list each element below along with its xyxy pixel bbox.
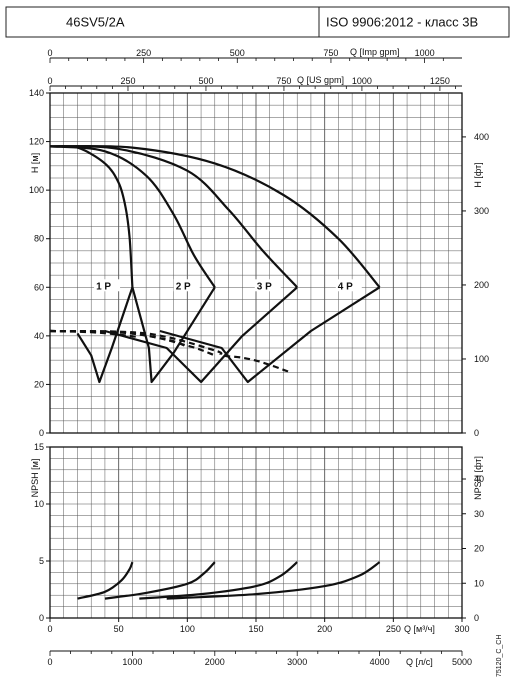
top-axis-tick-label: 250 [136,48,151,58]
npsh-y-right-tick-label: 20 [474,544,484,554]
npsh-curve-4p [166,561,381,600]
header-standard-box [318,6,510,38]
bottom-axis-tick-label: 300 [454,624,469,634]
head-grid [49,92,463,434]
y-tick-label: 120 [29,137,44,147]
npsh-curve-3p [139,561,298,600]
head-curves [49,144,381,384]
y-tick-label: 140 [29,88,44,98]
npsh-y-right-tick-label: 30 [474,509,484,519]
head-curve-2p [49,145,216,288]
y-right-tick-label: 300 [474,206,489,216]
head-top-axes: 0 250 500 750 1000 0 250 500 750 1000 1250 [47,48,462,91]
y-tick-label: 40 [34,331,44,341]
curve-label-bg [335,279,362,292]
bottom-axis-tick-label: 200 [317,624,332,634]
y-tick-label: 20 [34,379,44,389]
bottom-axis-ls-tick-label: 0 [47,657,52,667]
y-right-tick-label: 400 [474,132,489,142]
head-y-axis-label-right: H [фт] [473,162,483,187]
top-axis-tick-label: 0 [47,48,52,58]
bottom-axis-tick-label: 100 [180,624,195,634]
top-axis-tick-label: 0 [47,76,52,86]
top-axis-tick-label: 1250 [430,76,450,86]
document-code: 75120_C_CH [496,635,503,677]
y-tick-label: 60 [34,282,44,292]
npsh-y-tick-label: 10 [34,499,44,509]
y-tick-label: 80 [34,234,44,244]
y-tick-label: 100 [29,185,44,195]
curve-label: 3 P [257,281,272,292]
npsh-y-tick-label: 0 [39,613,44,623]
top-axis-label-imp-gpm: Q [Imp gpm] [350,47,400,57]
npsh-y-right-tick-label: 10 [474,578,484,588]
operating-limit-4p [159,286,381,384]
bottom-axis-ls-tick-label: 4000 [370,657,390,667]
bottom-axis-tick-label: 250 [386,624,401,634]
head-y-axis-label: H [м] [30,153,40,173]
bottom-axis-tick-label: 0 [47,624,52,634]
dashed-curve-4p [49,329,291,374]
npsh-bottom-axes: 0 50 100 150 200 250 3000 1000 2000 3000 4000 5000 [47,618,472,667]
head-curve-labels: 1 P 2 P 3 P 4 P [94,279,362,292]
npsh-grid [49,446,463,619]
top-axis-label-us-gpm: Q [US gpm] [297,75,344,85]
bottom-axis-ls-tick-label: 2000 [205,657,225,667]
npsh-y-axis-label: NPSH [м] [30,459,40,498]
npsh-y-tick-label: 15 [34,442,44,452]
top-axis-tick-label: 250 [120,76,135,86]
dashed-curve-1p [49,329,140,339]
curve-label: 1 P [96,281,111,292]
head-curve-4p [49,144,381,289]
curve-label-bg [94,279,121,292]
npsh-curve-2p [104,561,216,600]
bottom-axis-ls-tick-label: 3000 [287,657,307,667]
top-axis-tick-label: 1000 [415,48,435,58]
npsh-y-tick-label: 5 [39,556,44,566]
operating-limit-3p [104,286,298,384]
npsh-y-axis-label-right: NPSH [фт] [473,456,483,500]
operating-limit-2p [131,286,216,384]
npsh-y-right-tick-label: 40 [474,474,484,484]
npsh-axis-ticks: 0 5 10 15 0 10 20 30 40 [34,442,484,623]
curve-label-bg [173,279,200,292]
top-axis-tick-label: 500 [230,48,245,58]
top-axis-tick-label: 750 [276,76,291,86]
npsh-curves [77,561,381,600]
y-right-tick-label: 0 [474,428,479,438]
bottom-axis-label-m3h: Q [м³/ч] [404,624,435,634]
bottom-axis-ls-tick-label: 5000 [452,657,472,667]
bottom-axis-tick-label: 50 [114,624,124,634]
operating-limit-1p [76,286,134,384]
plot-frame [49,92,463,434]
top-axis-tick-label: 500 [198,76,213,86]
curve-label-bg [254,279,281,292]
bottom-axis-label-ls: Q [л/с] [406,657,433,667]
curve-label: 4 P [338,281,353,292]
header-model-box [5,6,320,38]
header-model: 46SV5/2A [66,15,125,30]
y-tick-label: 0 [39,428,44,438]
npsh-y-right-tick-label: 0 [474,613,479,623]
top-axis-tick-label: 1000 [352,76,372,86]
header-standard: ISO 9906:2012 - класс 3B [326,15,478,30]
head-curve-3p [49,145,299,289]
bottom-axis-ls-tick-label: 1000 [122,657,142,667]
top-axis-tick-label: 750 [323,48,338,58]
npsh-curve-1p [77,561,134,600]
bottom-axis-tick-label: 150 [248,624,263,634]
head-axis-ticks: 0 20 40 60 80 100 120 140 0 100 200 300 400 [29,88,489,438]
y-right-tick-label: 100 [474,354,489,364]
curve-label: 2 P [176,281,191,292]
y-right-tick-label: 200 [474,280,489,290]
